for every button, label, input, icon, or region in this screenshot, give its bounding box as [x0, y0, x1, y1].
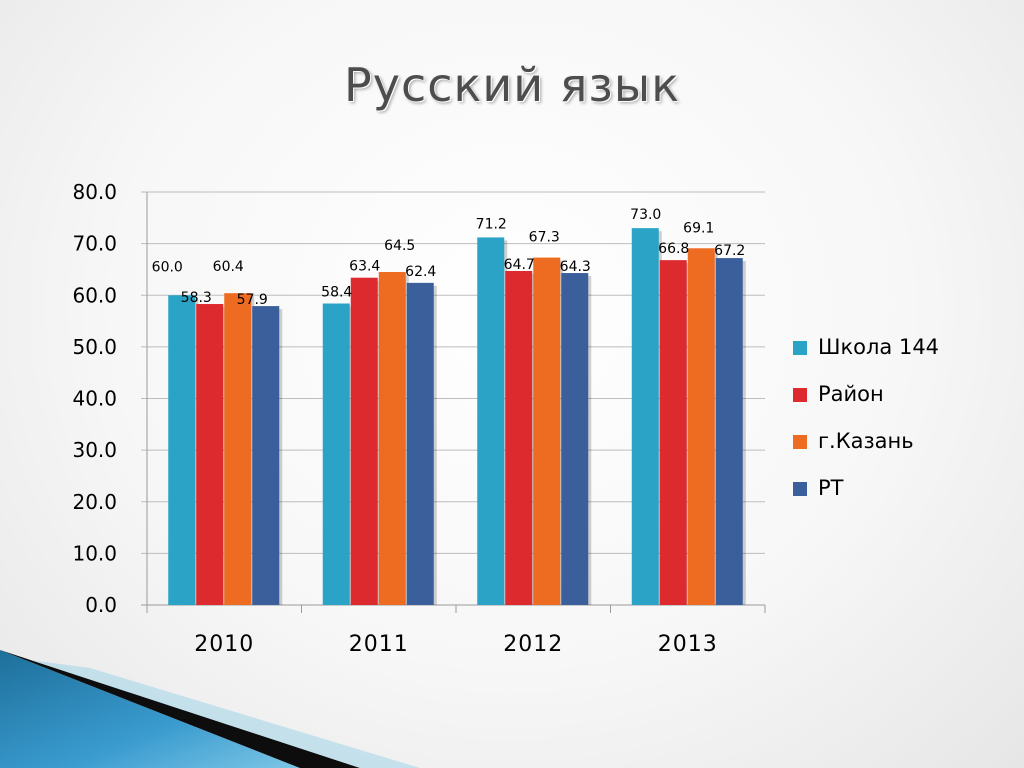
legend-swatch	[793, 482, 807, 496]
bar	[322, 303, 350, 605]
y-tick-label: 50.0	[72, 335, 117, 359]
data-label: 60.4	[213, 259, 244, 275]
x-tick-label: 2010	[194, 632, 254, 657]
legend-swatch	[793, 388, 807, 402]
data-label: 73.0	[630, 207, 661, 223]
data-label: 60.0	[152, 259, 183, 275]
data-label: 58.4	[321, 285, 352, 301]
x-tick-label: 2011	[349, 632, 409, 657]
legend-label: г.Казань	[818, 429, 914, 453]
bar	[378, 272, 406, 605]
data-label: 67.2	[714, 243, 745, 259]
slide-title: Русский язык	[344, 58, 680, 112]
x-tick-label: 2013	[658, 632, 718, 657]
data-label: 69.1	[683, 220, 714, 236]
bar	[168, 295, 196, 605]
data-label: 58.3	[181, 290, 212, 306]
y-tick-label: 70.0	[72, 232, 117, 256]
y-tick-label: 60.0	[72, 283, 117, 307]
legend-swatch	[793, 341, 807, 355]
data-label: 64.7	[504, 257, 535, 273]
y-tick-label: 10.0	[72, 541, 117, 565]
y-tick-label: 40.0	[72, 387, 117, 411]
y-tick-label: 0.0	[85, 593, 117, 617]
y-tick-label: 20.0	[72, 490, 117, 514]
bar	[406, 282, 434, 605]
y-tick-label: 80.0	[72, 180, 117, 204]
bar	[687, 248, 715, 606]
legend-label: Школа 144	[818, 335, 939, 359]
bar	[477, 237, 505, 605]
data-label: 67.3	[529, 230, 560, 246]
bar	[350, 277, 378, 605]
bar	[533, 257, 561, 605]
data-label: 63.4	[349, 259, 380, 275]
legend-label: Район	[818, 382, 884, 406]
data-labels: 60.0 58.360.4 57.9 58.4 63.464.5 62.4 71.2 64.7…	[152, 207, 746, 308]
x-tick-label: 2012	[503, 632, 563, 657]
legend-label: РТ	[818, 476, 844, 500]
data-label: 71.2	[476, 216, 507, 232]
bar	[631, 228, 659, 605]
legend-swatch	[793, 435, 807, 449]
bar	[252, 306, 280, 605]
data-label: 66.8	[658, 241, 689, 257]
bars	[168, 228, 746, 606]
data-label: 62.4	[405, 264, 436, 280]
data-label: 64.3	[560, 259, 591, 275]
bar	[196, 304, 224, 605]
y-tick-label: 30.0	[72, 438, 117, 462]
data-label: 64.5	[384, 238, 415, 254]
bar	[561, 273, 589, 605]
y-axis: 0.0 10.0 20.0 30.0 40.0 50.0 60.0 70.0 80.0	[72, 180, 117, 617]
data-label: 57.9	[237, 292, 268, 308]
bar	[505, 270, 533, 605]
light-stripe	[30, 660, 420, 768]
bar	[715, 258, 743, 605]
legend: Школа 144 Район г.Казань РТ	[793, 335, 939, 500]
bar	[224, 293, 252, 605]
bar	[659, 260, 687, 605]
x-axis: 2010 2011 2012 2013	[194, 632, 718, 657]
